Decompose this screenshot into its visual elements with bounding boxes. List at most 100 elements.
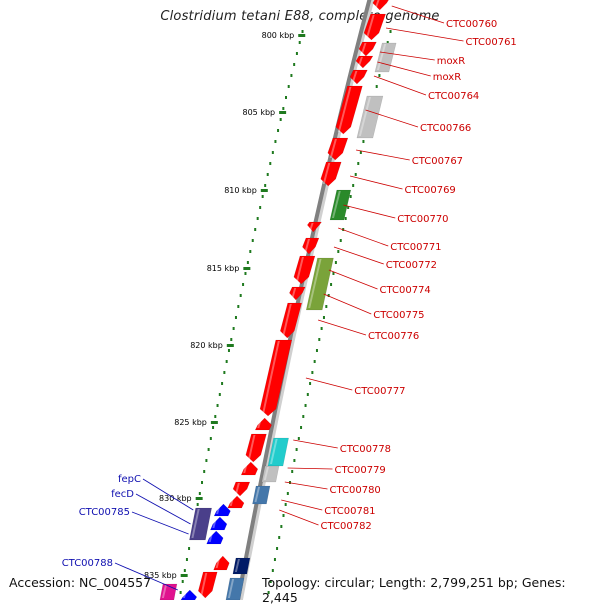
gene-highlight (322, 163, 331, 184)
rail-dot (290, 74, 293, 77)
rail-dot (295, 52, 298, 55)
rail-dot (276, 547, 279, 550)
gene-label: moxR (437, 56, 465, 67)
gene-feature (293, 255, 316, 285)
gene-highlight (243, 463, 248, 473)
rail-dot (181, 580, 184, 583)
gene-label: CTC00776 (368, 331, 419, 342)
right-gene-labels: CTC00760CTC00761moxRmoxRCTC00764CTC00766… (279, 5, 517, 532)
leader-line (284, 481, 328, 490)
rail-dot (261, 195, 264, 198)
rail-dot (269, 580, 272, 583)
gene-feature (349, 69, 368, 85)
gene-label: fecD (111, 489, 134, 500)
gene-feature (302, 237, 320, 255)
gene-highlight (351, 71, 358, 82)
rail-dot (266, 173, 269, 176)
rail-dot (386, 41, 389, 44)
scale-tick-label: 825 kbp (174, 418, 207, 427)
rail-dot (237, 305, 240, 308)
scale-tick-label: 820 kbp (190, 341, 223, 350)
rail-dot (278, 536, 281, 539)
rail-dot (282, 107, 285, 110)
rail-dot (249, 250, 252, 253)
leader-line (333, 246, 384, 265)
gene-label: CTC00778 (340, 444, 391, 455)
topology-text: Topology: circular; Length: 2,799,251 bp… (262, 575, 566, 605)
rail-dot (287, 85, 290, 88)
leader-line (305, 377, 353, 391)
gene-feature (180, 589, 198, 600)
rail-dot (198, 492, 201, 495)
leader-line (317, 319, 367, 336)
leader-line (135, 493, 191, 525)
scale-tick-mark (210, 421, 218, 424)
rail-dot (282, 514, 285, 517)
gene-feature (363, 13, 387, 41)
leader-line (356, 149, 410, 161)
gene-highlight (216, 505, 221, 514)
rail-dot (232, 327, 235, 330)
rail-dot (203, 470, 206, 473)
left-dotted-rail (179, 30, 304, 594)
leader-line (281, 499, 323, 511)
scale-tick-mark (298, 34, 306, 37)
rail-dot (259, 206, 262, 209)
gene-label: CTC00772 (386, 260, 437, 271)
gene-label: fepC (118, 474, 141, 485)
rail-dot (295, 448, 298, 451)
rail-dot (332, 272, 335, 275)
gene-highlight (254, 487, 261, 502)
leader-line (377, 61, 431, 77)
leader-line (343, 204, 396, 219)
leader-line (379, 51, 435, 61)
rail-dot (301, 30, 304, 33)
rail-dot (300, 426, 303, 429)
gene-label: CTC00766 (420, 123, 471, 134)
rail-dot (209, 437, 212, 440)
gene-highlight (308, 259, 322, 308)
gene-label: CTC00760 (446, 19, 497, 30)
gene-feature (206, 530, 224, 545)
gene-highlight (358, 97, 371, 136)
rail-dot (273, 558, 276, 561)
leader-line (114, 562, 178, 591)
gene-highlight (376, 44, 387, 70)
rail-dot (313, 360, 316, 363)
gene-highlight (263, 467, 269, 480)
rail-dot (285, 96, 288, 99)
gene-highlight (229, 497, 235, 506)
gene-highlight (282, 304, 292, 336)
gene-feature (259, 339, 293, 417)
gene-highlight (227, 579, 235, 598)
rail-dot (185, 558, 188, 561)
rail-dot (242, 283, 245, 286)
gene-highlight (365, 15, 375, 38)
gene-feature (358, 41, 377, 57)
rail-dot (230, 338, 233, 341)
gene-feature (327, 137, 349, 161)
rail-dot (322, 316, 325, 319)
rail-dot (334, 261, 337, 264)
rail-dot (359, 151, 362, 154)
scale-tick-mark (243, 267, 251, 270)
gene-feature (306, 221, 323, 233)
rail-dot (188, 547, 191, 550)
gene-label: CTC00780 (330, 485, 381, 496)
rail-dot (284, 503, 287, 506)
scale-tick-label: 835 kbp (144, 571, 177, 580)
rail-dot (304, 404, 307, 407)
rail-dot (291, 470, 294, 473)
rail-dot (352, 184, 355, 187)
gene-label: moxR (433, 72, 461, 83)
rail-dot (207, 448, 210, 451)
scale-tick-mark (226, 344, 234, 347)
gene-feature (335, 85, 363, 135)
rail-dot (302, 415, 305, 418)
gene-label: CTC00774 (380, 285, 431, 296)
gene-feature (240, 461, 259, 476)
gene-highlight (262, 341, 280, 414)
rail-dot (251, 239, 254, 242)
gene-highlight (215, 557, 221, 568)
